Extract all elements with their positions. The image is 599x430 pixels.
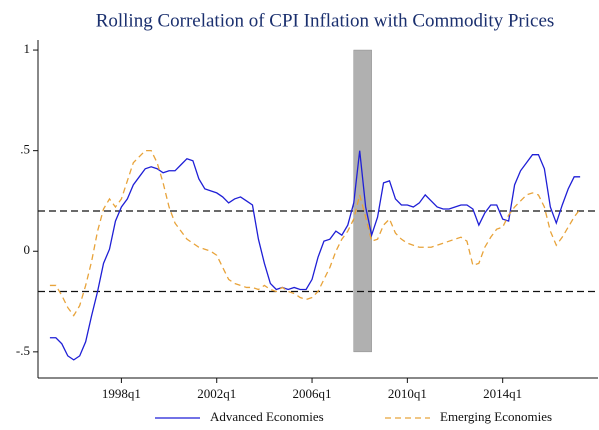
x-tick-label: 1998q1 bbox=[102, 386, 141, 401]
chart-title: Rolling Correlation of CPI Inflation wit… bbox=[96, 10, 555, 31]
series-line bbox=[49, 150, 581, 317]
x-tick-label: 2002q1 bbox=[197, 386, 236, 401]
legend-label: Advanced Economies bbox=[210, 409, 324, 424]
legend-label: Emerging Economies bbox=[440, 409, 552, 424]
series-line bbox=[49, 150, 581, 361]
x-tick-label: 2010q1 bbox=[388, 386, 427, 401]
x-tick-label: 2006q1 bbox=[293, 386, 332, 401]
y-tick-label: 1 bbox=[24, 41, 31, 56]
shaded-period bbox=[353, 49, 372, 353]
y-tick-label: -.5 bbox=[16, 343, 30, 358]
y-tick-label: .5 bbox=[20, 142, 30, 157]
y-tick-label: 0 bbox=[24, 242, 31, 257]
x-tick-label: 2014q1 bbox=[483, 386, 522, 401]
